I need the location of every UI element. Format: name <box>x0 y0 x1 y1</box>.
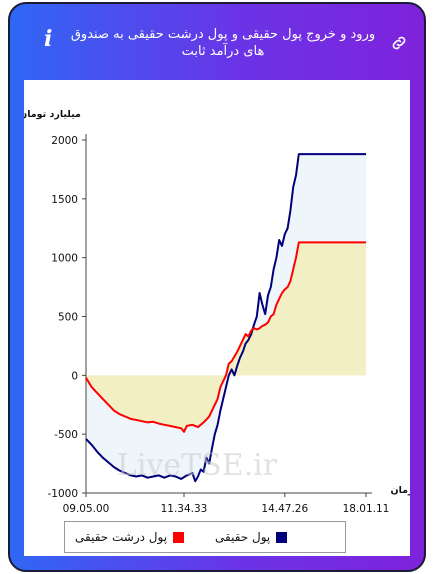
chart-card: i ورود و خروج پول حقیقی و پول درشت حقیقی… <box>8 2 426 572</box>
y-axis-label: میلیارد تومان <box>24 109 81 120</box>
x-tick-label: 18.01.11 <box>343 503 390 515</box>
y-tick-label: 2000 <box>51 135 78 147</box>
x-tick-label: 09.05.00 <box>63 503 110 515</box>
y-tick-label: 0 <box>71 370 78 382</box>
chart-title: ورود و خروج پول حقیقی و پول درشت حقیقی ب… <box>70 27 376 59</box>
y-tick-label: -500 <box>54 429 78 441</box>
series-line-big-real-money <box>85 241 366 433</box>
legend-swatch-big-real-money <box>173 531 185 543</box>
legend-item-big-real-money[interactable]: پول درشت حقیقی <box>75 530 185 544</box>
flow-chart: 2000 1500 1000 500 0 -500 -1000 09.05.00 11.34.3… <box>24 109 410 515</box>
y-tick-label: 1000 <box>51 253 78 265</box>
x-tick-label: 14.47.26 <box>261 503 308 515</box>
y-tick-label: -1000 <box>47 488 78 500</box>
y-tick-label: 500 <box>58 312 78 324</box>
card-header: i ورود و خروج پول حقیقی و پول درشت حقیقی… <box>10 4 424 80</box>
watermark: LiveTSE.ir <box>117 448 278 483</box>
info-icon[interactable]: i <box>44 26 53 52</box>
legend-item-real-money[interactable]: پول حقیقی <box>215 530 288 544</box>
legend-label-big-real-money: پول درشت حقیقی <box>75 530 168 544</box>
legend-swatch-real-money <box>276 531 288 543</box>
y-tick-label: 1500 <box>51 194 78 206</box>
chart-panel: 2000 1500 1000 500 0 -500 -1000 09.05.00 11.34.3… <box>24 80 410 556</box>
series-line-real-money <box>85 153 366 483</box>
x-axis-label: زمان <box>390 485 410 496</box>
legend-label-real-money: پول حقیقی <box>215 530 271 544</box>
legend: پول حقیقی پول درشت حقیقی <box>64 521 346 553</box>
link-icon[interactable] <box>390 34 408 56</box>
area-big-real-money <box>86 242 366 432</box>
x-tick-label: 11.34.33 <box>161 503 208 515</box>
